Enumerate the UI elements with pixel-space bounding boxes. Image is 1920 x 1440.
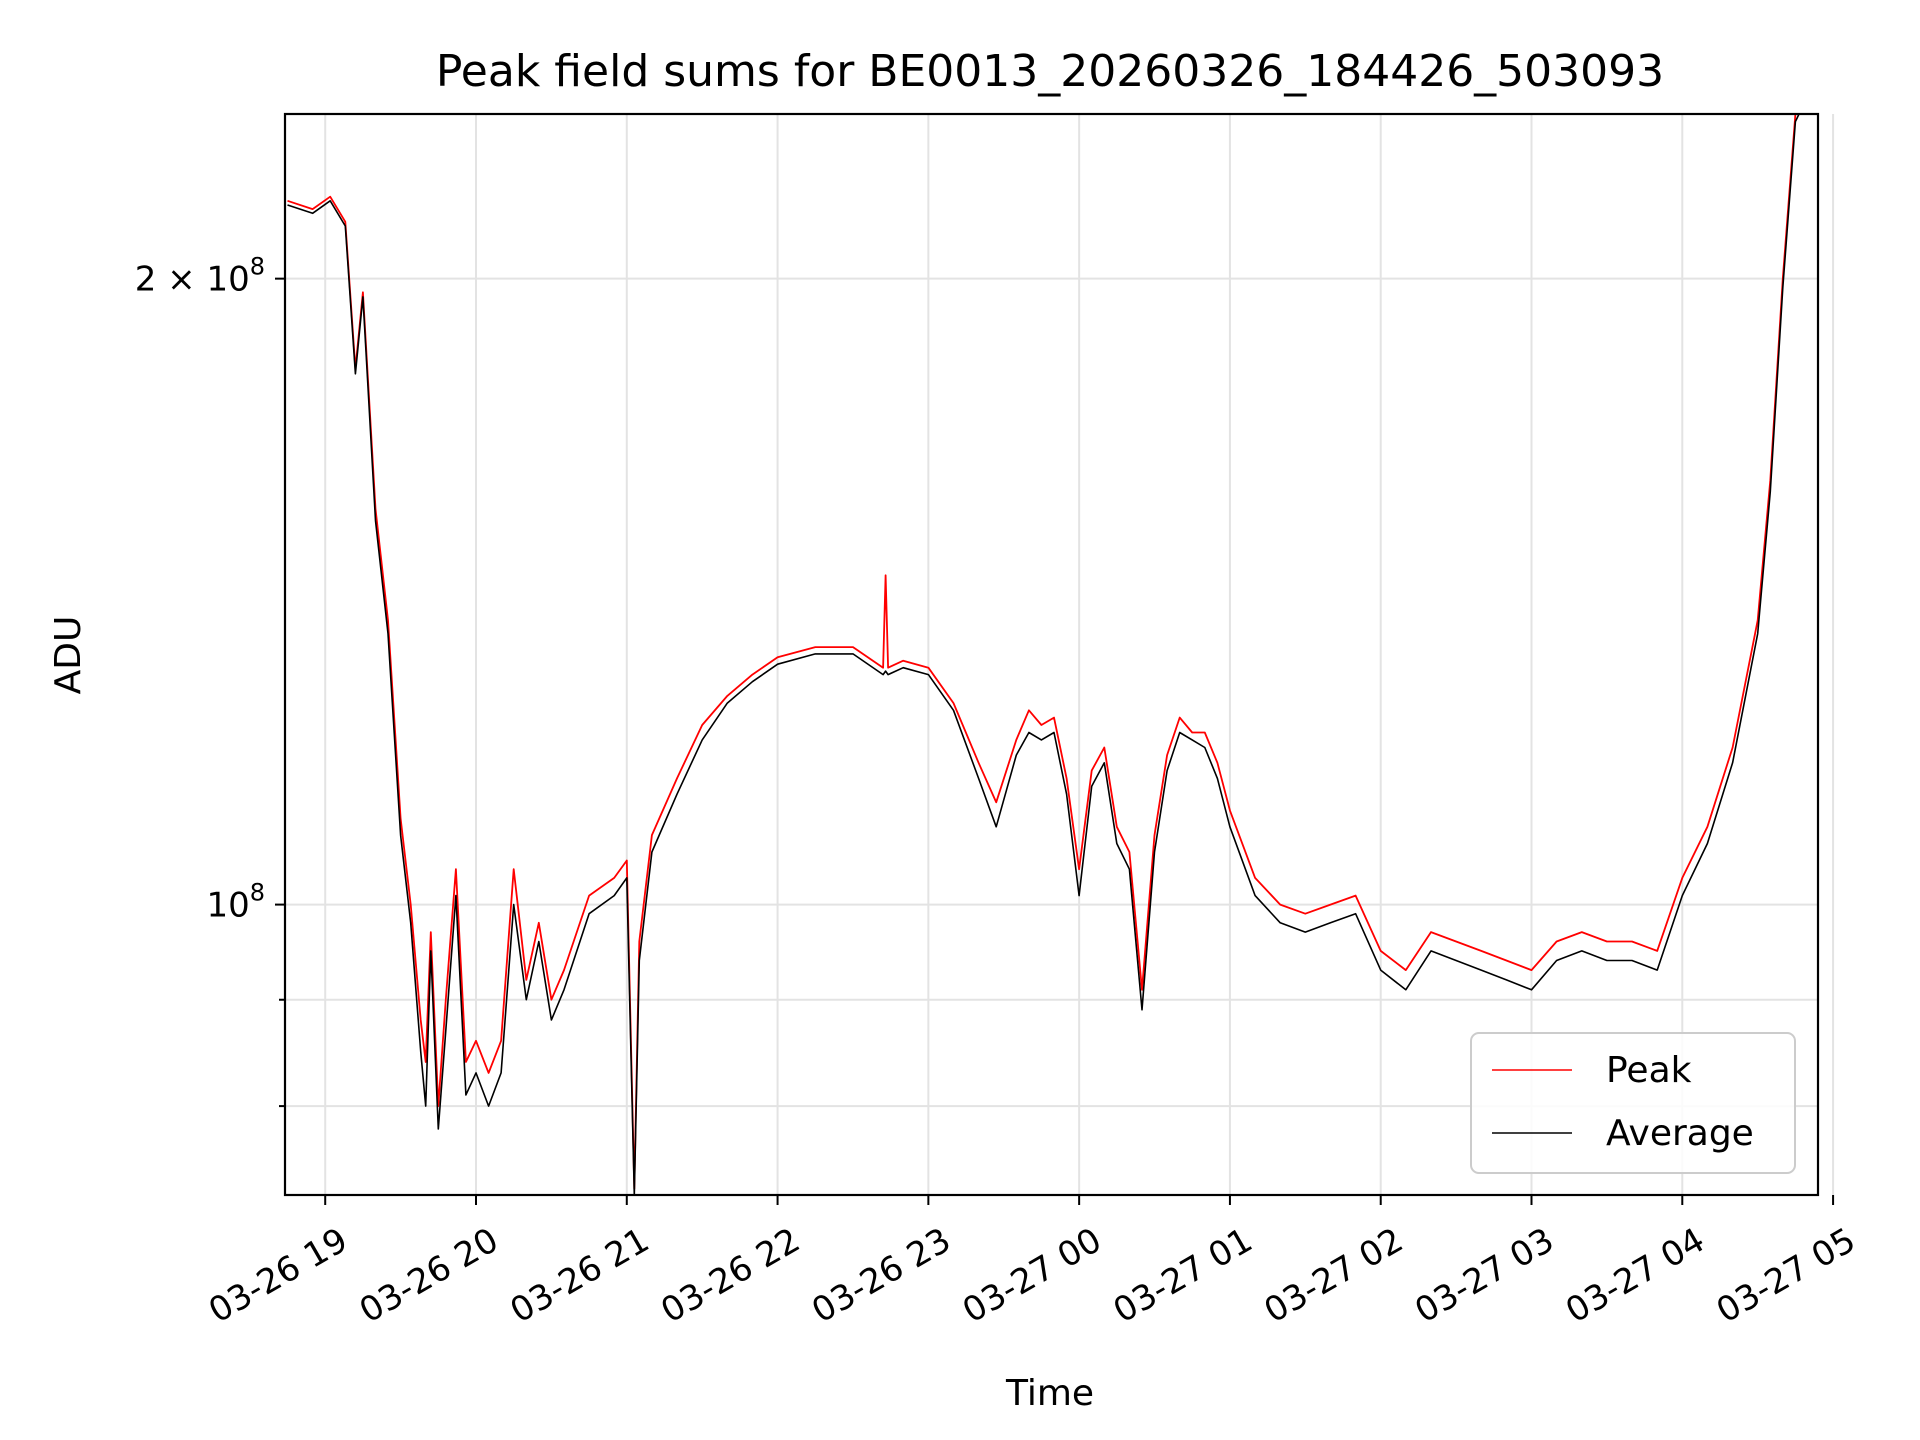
y-tick-label: 2 × 108: [135, 253, 265, 300]
plot-frame: [283, 112, 1820, 1197]
series-line-average: [287, 114, 1800, 1195]
legend-label-average: Average: [1606, 1113, 1754, 1154]
x-axis-label: Time: [1005, 1373, 1094, 1414]
legend: Peak Average: [1470, 1032, 1796, 1174]
series-line-peak: [287, 114, 1797, 1190]
chart-title: Peak field sums for BE0013_20260326_1844…: [436, 46, 1664, 97]
x-gridlines: [324, 114, 1835, 1195]
legend-label-peak: Peak: [1606, 1050, 1692, 1091]
series-layer: [287, 114, 1800, 1195]
legend-box: [1470, 1032, 1796, 1174]
y-axis-label: ADU: [48, 616, 89, 695]
